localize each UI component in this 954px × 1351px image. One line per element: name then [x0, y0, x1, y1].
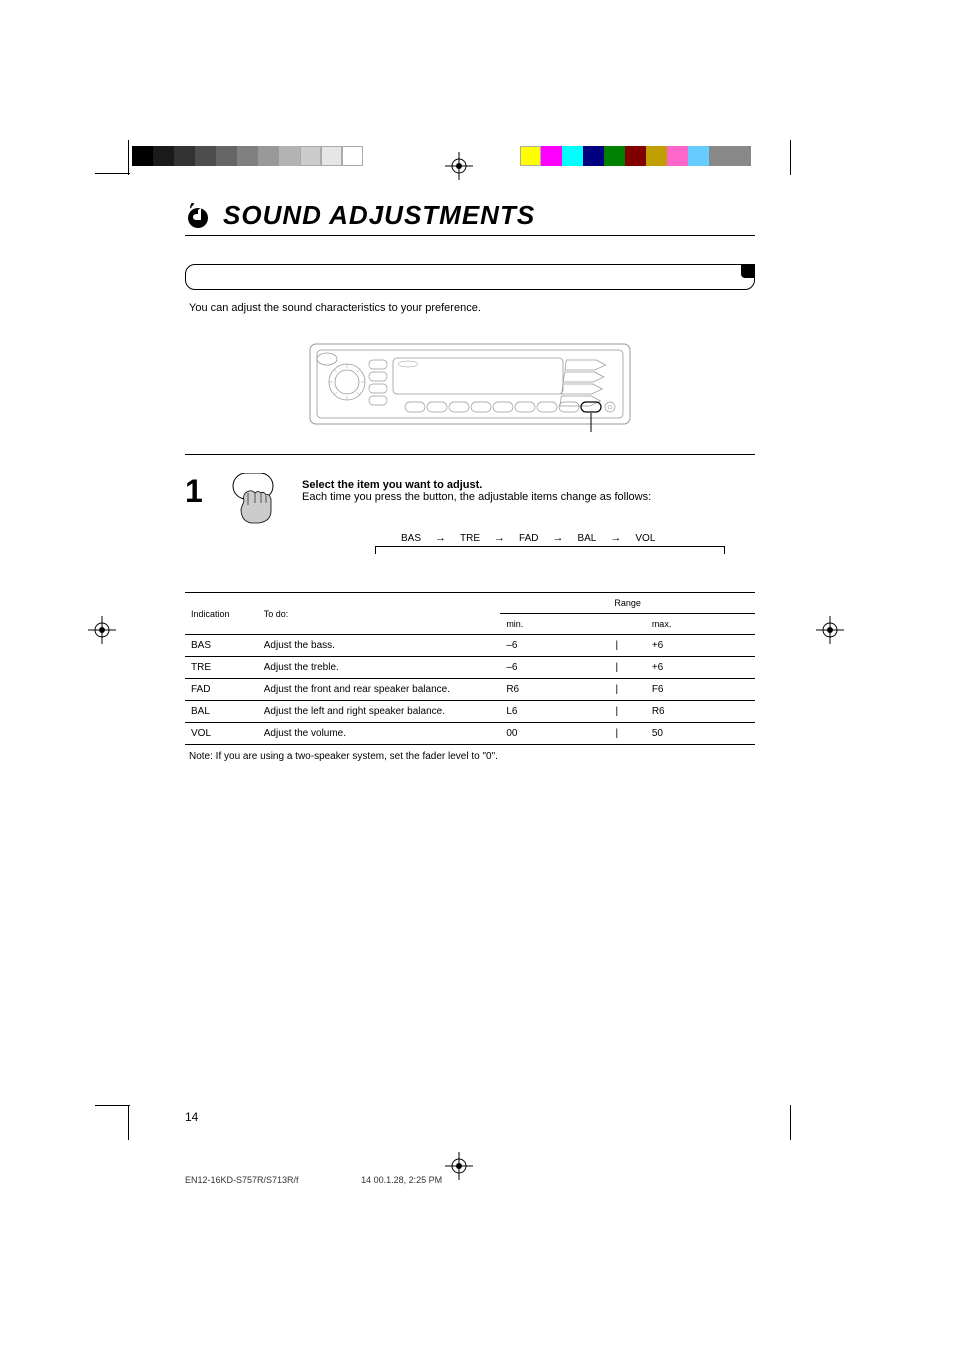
color-calibration-bar: [520, 146, 751, 166]
crop-mark: [95, 1105, 130, 1106]
flow-item: FAD: [519, 533, 538, 544]
music-icon: [185, 202, 213, 230]
flow-sequence: BAS → TRE → FAD → BAL → VOL: [375, 546, 755, 578]
flow-item: BAL: [577, 533, 596, 544]
step-number: 1: [185, 473, 211, 528]
table-row: BALAdjust the left and right speaker bal…: [185, 701, 755, 723]
table-row: VOLAdjust the volume.00|50: [185, 723, 755, 745]
adjustments-table: Indication To do: Range min. max. BASAdj…: [185, 592, 755, 745]
flow-item: TRE: [460, 533, 480, 544]
table-row: FADAdjust the front and rear speaker bal…: [185, 679, 755, 701]
grayscale-calibration-bar: [132, 146, 363, 166]
divider: [185, 454, 755, 455]
table-header: Range: [500, 593, 755, 614]
crop-mark: [95, 173, 130, 174]
file-meta: EN12-16KD-S757R/S713R/f 14 00.1.28, 2:25…: [185, 1175, 442, 1185]
section-subtitle: You can adjust the sound characteristics…: [185, 302, 755, 314]
title-underline: [185, 235, 755, 236]
arrow-icon: →: [494, 532, 505, 544]
car-stereo-diagram: [185, 334, 755, 439]
table-header: Indication: [185, 593, 258, 635]
registration-mark: [88, 616, 116, 644]
table-header: To do:: [258, 593, 501, 635]
registration-mark: [445, 1152, 473, 1180]
press-button-icon: [229, 473, 284, 528]
step-1: 1 Select the item you want to adjust. Ea…: [185, 473, 755, 528]
flow-item: VOL: [635, 533, 655, 544]
table-header: max.: [646, 614, 755, 635]
arrow-icon: →: [552, 532, 563, 544]
step-text: Select the item you want to adjust. Each…: [302, 473, 755, 528]
registration-mark: [445, 152, 473, 180]
flow-item: BAS: [401, 533, 421, 544]
table-row: TREAdjust the treble.–6|+6: [185, 657, 755, 679]
registration-mark: [816, 616, 844, 644]
page-title: SOUND ADJUSTMENTS: [223, 200, 535, 231]
note-text: Note: If you are using a two-speaker sys…: [189, 751, 755, 762]
arrow-icon: →: [435, 532, 446, 544]
crop-mark: [128, 1105, 129, 1140]
page-number: 14: [185, 1110, 198, 1124]
table-row: BASAdjust the bass.–6|+6: [185, 635, 755, 657]
section-header-box: [185, 264, 755, 290]
crop-mark: [128, 140, 129, 175]
arrow-icon: →: [610, 532, 621, 544]
table-header: min.: [500, 614, 609, 635]
crop-mark: [790, 1105, 791, 1140]
crop-mark: [790, 140, 791, 175]
